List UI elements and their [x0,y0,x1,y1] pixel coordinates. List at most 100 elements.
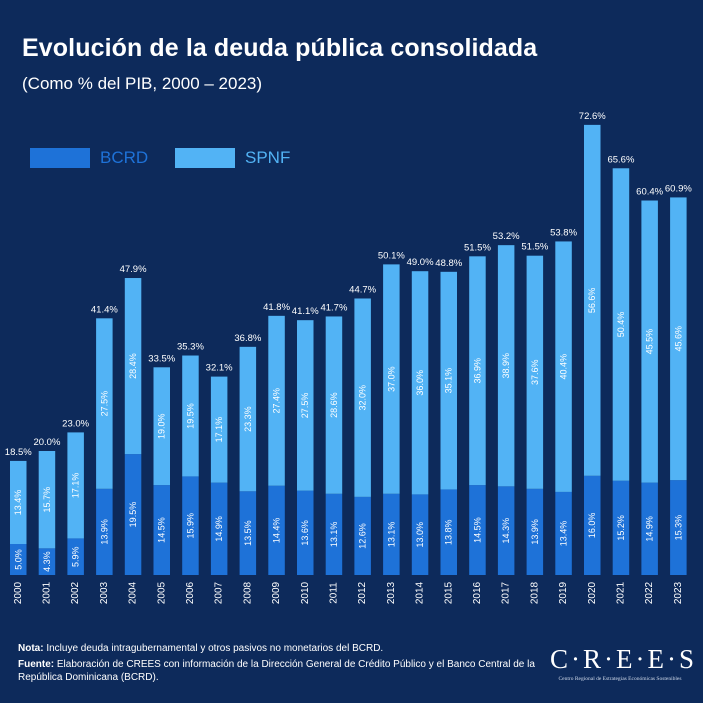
chart-title: Evolución de la deuda pública consolidad… [22,34,538,62]
bar-spnf-2010 [297,320,314,491]
spnf-value-label-2014: 36.0% [415,370,425,396]
bar-spnf-2017 [497,245,515,487]
total-label-2011: 41.7% [320,302,347,313]
total-label-2012: 44.7% [349,284,376,295]
bar-bcrd-2013 [383,493,400,575]
bar-bcrd-2002 [67,538,84,575]
bar-spnf-2020 [584,124,601,476]
spnf-value-label-2023: 45.6% [673,326,683,352]
bcrd-value-label-2016: 14.5% [472,517,482,543]
bar-spnf-2008 [239,346,257,492]
logo-wordmark: C·R·E·E·S [550,644,697,674]
spnf-value-label-2009: 27.4% [272,388,282,414]
bar-bcrd-2014 [411,494,429,575]
spnf-value-label-2006: 19.5% [185,403,195,429]
x-tick-label-2023: 2023 [673,581,684,604]
total-label-2021: 65.6% [607,154,634,165]
spnf-value-label-2019: 40.4% [559,354,569,380]
spnf-value-label-2011: 28.6% [329,392,339,418]
bar-spnf-2018 [526,255,544,489]
bar-spnf-2015 [440,271,457,490]
bcrd-value-label-2022: 14.9% [645,516,655,542]
legend-label-bcrd: BCRD [100,148,149,167]
bar-spnf-2013 [383,264,400,494]
bcrd-value-label-2015: 13.8% [444,519,454,545]
bcrd-value-label-2008: 13.5% [243,520,253,546]
x-tick-label-2017: 2017 [501,581,512,604]
footnote-source: Fuente: Elaboración de CREES con informa… [18,658,538,684]
bcrd-value-label-2011: 13.1% [329,522,339,548]
x-tick-label-2021: 2021 [615,581,626,604]
spnf-value-label-2010: 27.5% [300,393,310,419]
bar-spnf-2014 [411,271,429,495]
bcrd-value-label-2019: 13.4% [559,521,569,547]
x-tick-label-2009: 2009 [271,581,282,604]
spnf-value-label-2005: 19.0% [157,413,167,439]
total-label-2013: 50.1% [378,250,405,261]
logo-tagline: Centro Regional de Estrategias Económica… [558,676,682,682]
bar-spnf-2023 [670,197,687,481]
bcrd-value-label-2013: 13.1% [386,522,396,548]
bar-spnf-2011 [325,316,343,494]
bar-spnf-2007 [210,376,228,483]
bar-bcrd-2008 [239,491,257,575]
total-label-2008: 36.8% [234,333,261,344]
bcrd-value-label-2010: 13.6% [300,520,310,546]
x-tick-label-2002: 2002 [70,581,81,604]
bar-bcrd-2021 [612,480,630,575]
bcrd-value-label-2020: 16.0% [587,513,597,539]
bar-bcrd-2017 [497,486,515,575]
x-tick-label-2003: 2003 [99,581,110,604]
total-label-2020: 72.6% [579,111,606,122]
bar-bcrd-2015 [440,489,457,575]
spnf-value-label-2007: 17.1% [214,417,224,443]
legend-swatch-spnf [175,148,235,168]
chart-subtitle: (Como % del PIB, 2000 – 2023) [22,74,263,93]
bar-bcrd-2019 [555,491,572,575]
total-label-2007: 32.1% [206,363,233,374]
bar-spnf-2003 [96,318,113,489]
bar-spnf-2009 [268,315,285,486]
spnf-value-label-2002: 17.1% [71,473,81,499]
legend-item-spnf: SPNF [175,148,290,168]
total-label-2006: 35.3% [177,342,204,353]
total-label-2022: 60.4% [636,187,663,198]
spnf-value-label-2012: 32.0% [358,385,368,411]
x-tick-label-2020: 2020 [587,581,598,604]
bcrd-value-label-2003: 13.9% [99,519,109,545]
crees-logo: C·R·E·E·S Centro Regional de Estrategias… [550,644,697,682]
source-label: Fuente: [18,659,55,670]
bar-spnf-2019 [555,241,572,492]
note-text: Incluye deuda intragubernamental y otros… [43,643,384,654]
bar-bcrd-2012 [354,496,371,575]
note-label: Nota: [18,643,44,654]
x-tick-label-2000: 2000 [13,581,24,604]
bcrd-value-label-2017: 14.3% [501,518,511,544]
bcrd-value-label-2023: 15.3% [673,515,683,541]
total-label-2015: 48.8% [435,258,462,269]
stacked-bar-chart: 18.5% 5.0% 13.4% 2000 20.0% 4.3% 15.7% 2001 23.0… [5,111,693,604]
x-tick-label-2022: 2022 [644,581,655,604]
bcrd-value-label-2018: 13.9% [530,519,540,545]
bar-bcrd-2000 [10,544,27,575]
x-tick-label-2001: 2001 [41,581,52,604]
bar-bcrd-2007 [210,482,228,575]
bcrd-value-label-2005: 14.5% [157,517,167,543]
footnote-note: Nota: Incluye deuda intragubernamental y… [18,642,383,655]
bar-spnf-2006 [182,355,199,477]
spnf-value-label-2017: 38.9% [501,353,511,379]
spnf-value-label-2004: 28.4% [128,353,138,379]
bar-bcrd-2009 [268,485,285,575]
bcrd-value-label-2009: 14.4% [272,518,282,544]
bar-spnf-2021 [612,168,630,481]
x-tick-label-2010: 2010 [300,581,311,604]
bcrd-value-label-2001: 4.3% [42,551,52,572]
total-label-2017: 53.2% [493,231,520,242]
x-tick-label-2006: 2006 [185,581,196,604]
legend-item-bcrd: BCRD [30,148,148,168]
bcrd-value-label-2006: 15.9% [185,513,195,539]
bar-spnf-2004 [124,278,142,455]
x-tick-label-2012: 2012 [357,581,368,604]
x-tick-label-2005: 2005 [156,581,167,604]
spnf-value-label-2000: 13.4% [13,490,23,516]
